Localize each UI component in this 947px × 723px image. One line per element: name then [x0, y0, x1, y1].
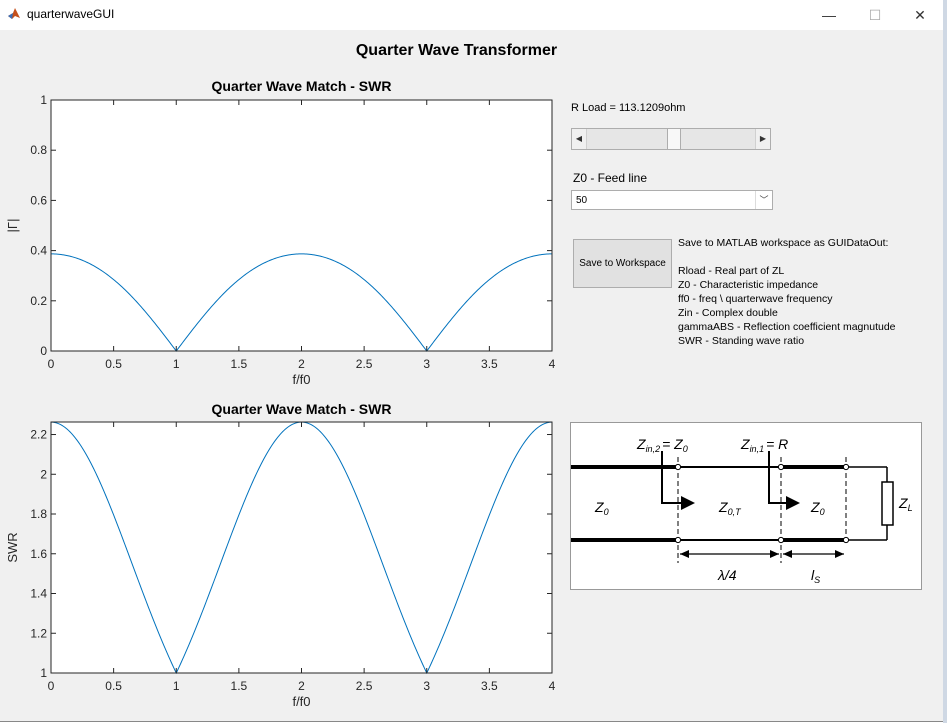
z0t-label: Z0,T [718, 499, 742, 517]
x-tick-label: 1 [173, 679, 180, 693]
x-tick-label: 3 [423, 679, 430, 693]
y-tick-label: 2.2 [30, 428, 47, 442]
info-line: gammaABS - Reflection coefficient magnut… [678, 321, 896, 333]
info-line [678, 250, 896, 264]
chevron-down-icon[interactable]: ﹀ [755, 191, 772, 209]
x-tick-label: 2 [298, 679, 305, 693]
window-title: quarterwaveGUI [27, 7, 115, 21]
plot-area[interactable] [51, 100, 552, 351]
y-tick-label: 0.2 [30, 294, 47, 308]
info-line: Z0 - Characteristic impedance [678, 279, 819, 291]
y-tick-label: 0.6 [30, 193, 47, 207]
minimize-button[interactable]: — [822, 7, 836, 23]
lambda-quarter-label: λ/4 [717, 567, 737, 583]
gamma-chart: 0 0.5 1 1.5 2 2.5 3 3.5 4 0 0.2 0.4 0.6 0.8 1 f/f0 |Γ| [5, 93, 556, 387]
y-tick-label: 1 [40, 93, 47, 107]
x-tick-label: 1.5 [231, 679, 248, 693]
x-tick-label: 1.5 [231, 357, 248, 371]
x-tick-label: 0 [48, 679, 55, 693]
figure-title: Quarter Wave Transformer [355, 42, 558, 59]
x-axis-label: f/f0 [292, 694, 310, 709]
zin2-label: Zin,2 = Z0 [636, 436, 688, 454]
y-tick-label: 1.2 [30, 626, 47, 640]
x-tick-label: 1 [173, 357, 180, 371]
x-tick-label: 2.5 [356, 357, 373, 371]
rload-label: R Load = 113.1209ohm [571, 102, 686, 114]
schematic-drawing: Zin,2 = Z0 Zin,1 = R Z0 Z0,T Z0 ZL λ/4 lS [571, 436, 913, 585]
x-tick-label: 0.5 [105, 679, 122, 693]
y-tick-label: 1 [40, 666, 47, 680]
info-line: Rload - Real part of ZL [678, 265, 785, 277]
y-axis-label: |Γ| [5, 219, 20, 233]
info-line: Save to MATLAB workspace as GUIDataOut: [678, 237, 889, 249]
y-tick-label: 1.6 [30, 547, 47, 561]
z0-right-label: Z0 [810, 499, 825, 517]
maximize-button[interactable]: ☐ [868, 7, 882, 23]
workspace-info-text: Save to MATLAB workspace as GUIDataOut: … [678, 236, 896, 348]
x-tick-label: 4 [549, 679, 556, 693]
rload-slider[interactable]: ◀ ▶ [571, 128, 771, 150]
chart-title-gamma: Quarter Wave Match - SWR [211, 78, 392, 94]
z0-selected-value: 50 [576, 195, 588, 206]
x-tick-label: 0 [48, 357, 55, 371]
info-line: Zin - Complex double [678, 307, 778, 319]
x-tick-label: 2 [298, 357, 305, 371]
y-tick-label: 0 [40, 344, 47, 358]
y-axis-label: SWR [5, 532, 20, 562]
y-tick-label: 2 [40, 467, 47, 481]
x-tick-label: 3.5 [481, 679, 498, 693]
y-tick-label: 0.8 [30, 143, 47, 157]
zl-label: ZL [898, 495, 913, 513]
z0-select[interactable]: 50 ﹀ [571, 190, 773, 210]
zin1-label: Zin,1 = R [740, 436, 788, 454]
x-tick-label: 3 [423, 357, 430, 371]
z0-label: Z0 - Feed line [573, 171, 648, 185]
ls-label: lS [811, 567, 820, 585]
y-tick-label: 0.4 [30, 244, 47, 258]
slider-thumb[interactable] [667, 129, 682, 149]
x-tick-label: 2.5 [356, 679, 373, 693]
info-line: SWR - Standing wave ratio [678, 335, 805, 347]
plot-area[interactable] [51, 422, 552, 673]
slider-left-arrow-icon[interactable]: ◀ [572, 129, 587, 149]
title-bar[interactable]: quarterwaveGUI — ☐ ✕ [0, 0, 943, 30]
background-strip [943, 0, 947, 723]
x-axis-label: f/f0 [292, 372, 310, 387]
z0-left-label: Z0 [594, 499, 609, 517]
x-tick-label: 0.5 [105, 357, 122, 371]
info-line: ff0 - freq \ quarterwave frequency [678, 293, 833, 305]
close-button[interactable]: ✕ [914, 7, 926, 23]
swr-chart: 0 0.5 1 1.5 2 2.5 3 3.5 4 1 1.2 1.4 1.6 1.8 2 2.2 f/f0 SW… [5, 421, 556, 709]
matlab-icon [8, 8, 20, 19]
save-to-workspace-button[interactable]: Save to Workspace [573, 239, 672, 288]
data-line [50, 253, 553, 352]
quarter-wave-schematic: Zin,2 = Z0 Zin,1 = R Z0 Z0,T Z0 ZL λ/4 lS [570, 422, 922, 590]
y-tick-label: 1.4 [30, 587, 47, 601]
slider-right-arrow-icon[interactable]: ▶ [755, 129, 770, 149]
x-tick-label: 4 [549, 357, 556, 371]
x-tick-label: 3.5 [481, 357, 498, 371]
chart-title-swr: Quarter Wave Match - SWR [211, 401, 392, 417]
y-tick-label: 1.8 [30, 507, 47, 521]
